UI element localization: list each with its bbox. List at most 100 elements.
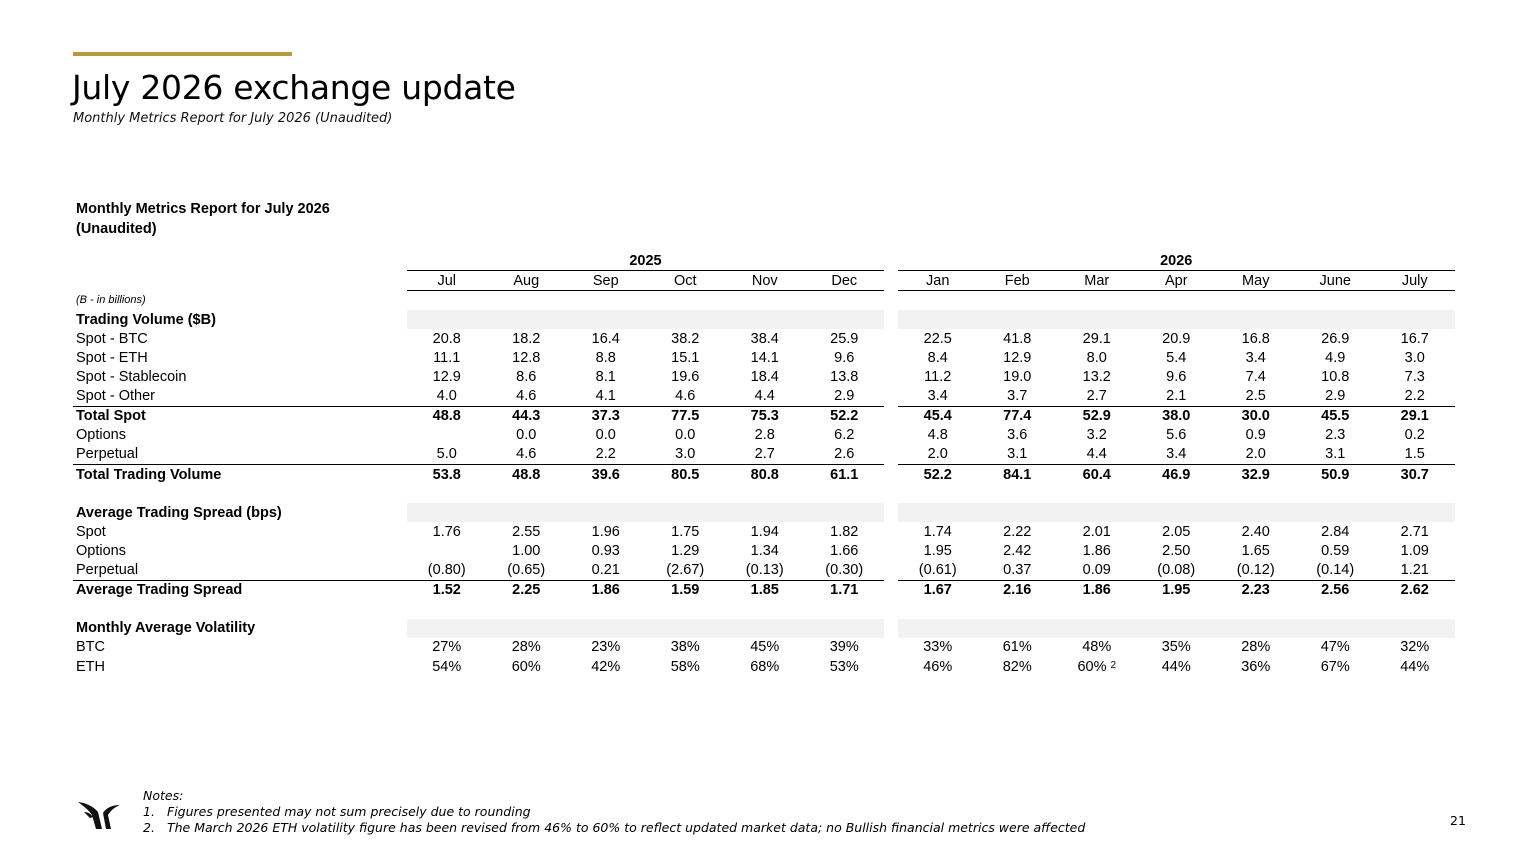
cell-value: 4.6 (516, 446, 537, 463)
row-label: Options (76, 542, 126, 559)
note-number: 1. (143, 804, 155, 819)
month-header: Aug (486, 270, 566, 292)
cell-value: 38.4 (750, 330, 779, 347)
cell-value: 1.52 (432, 582, 461, 599)
cell-value: 2.05 (1162, 523, 1191, 540)
cell-value: 2.7 (1086, 388, 1107, 405)
cell-value: 48.8 (432, 408, 461, 425)
cell-value: 0.21 (591, 562, 620, 579)
cell-value: 0.0 (516, 427, 537, 444)
table-row: BTC 27% 28% 23% 38% 45% 39% 33% 61% 48% 35% 28% 47% 3… (73, 638, 1455, 657)
page-number: 21 (1450, 813, 1466, 828)
cell-value: 60% (1077, 658, 1107, 675)
cell-value: 2.40 (1241, 523, 1270, 540)
cell-value: (2.67) (666, 562, 705, 579)
cell-value: 2.0 (1245, 446, 1266, 463)
total-row: Total Spot 48.8 44.3 37.3 77.5 75.3 52.2 45.4 77… (73, 405, 1455, 426)
row-label: Spot - BTC (76, 330, 148, 347)
row-label: Total Trading Volume (73, 464, 407, 485)
total-row: Average Trading Spread 1.52 2.25 1.86 1.59 1.… (73, 579, 1455, 600)
cell-value: 1.76 (432, 523, 461, 540)
cell-value: 11.1 (433, 350, 461, 367)
cell-value: 61% (1002, 639, 1032, 656)
cell-value: 2.2 (1404, 388, 1425, 405)
month-header: Jan (898, 270, 978, 292)
cell-value: 18.2 (512, 330, 541, 347)
cell-value: 6.2 (834, 427, 855, 444)
cell-value: 2.84 (1321, 523, 1350, 540)
cell-value: 3.6 (1007, 427, 1028, 444)
cell-value: 45.4 (923, 408, 952, 425)
cell-value: 29.1 (1400, 408, 1429, 425)
year-header-2025: 2025 (407, 251, 884, 272)
row-label: Total Spot (73, 405, 407, 426)
cell-value: (0.13) (745, 562, 784, 579)
year-header-2026: 2026 (898, 251, 1455, 272)
cell-value: 11.2 (924, 369, 952, 386)
cell-value: 1.09 (1400, 542, 1429, 559)
cell-value: 39% (829, 639, 859, 656)
cell-value: 2.23 (1241, 582, 1270, 599)
section-title: Trading Volume ($B) (76, 311, 216, 328)
cell-value: 0.0 (675, 427, 696, 444)
cell-value: 3.4 (1245, 350, 1266, 367)
cell-value: 52.9 (1082, 408, 1111, 425)
cell-value: (0.80) (427, 562, 466, 579)
cell-value: 38% (670, 639, 700, 656)
cell-value: 2.9 (834, 388, 855, 405)
title-accent-bar (73, 52, 292, 56)
cell-value: 53.8 (432, 466, 461, 483)
cell-value: 1.65 (1241, 542, 1270, 559)
cell-value: 5.4 (1166, 350, 1187, 367)
cell-value: 44% (1400, 658, 1430, 675)
cell-value: 80.5 (671, 466, 700, 483)
month-header: Nov (725, 270, 805, 292)
cell-value: 7.3 (1404, 369, 1425, 386)
cell-value: 7.4 (1245, 369, 1266, 386)
cell-value: 26.9 (1321, 330, 1350, 347)
cell-value: 1.5 (1404, 446, 1425, 463)
cell-value: 44% (1161, 658, 1191, 675)
cell-value: 19.0 (1003, 369, 1032, 386)
cell-value: 1.86 (591, 582, 620, 599)
cell-value: 44.3 (512, 408, 541, 425)
cell-value: 4.9 (1325, 350, 1346, 367)
cell-value: 1.95 (1162, 582, 1191, 599)
section-title: Average Trading Spread (bps) (76, 504, 282, 521)
table-row: Spot - Stablecoin 12.9 8.6 8.1 19.6 18.4 13.8 1… (73, 368, 1455, 387)
cell-value: 1.82 (830, 523, 859, 540)
cell-value: 16.8 (1241, 330, 1270, 347)
cell-value: 3.1 (1325, 446, 1346, 463)
cell-value: 12.9 (432, 369, 461, 386)
cell-value: 2.5 (1245, 388, 1266, 405)
cell-value: 39.6 (591, 466, 620, 483)
cell-value: 77.4 (1003, 408, 1032, 425)
row-label: Spot - Stablecoin (76, 369, 187, 386)
cell-value: 4.0 (436, 388, 457, 405)
cell-value: 2.62 (1400, 582, 1429, 599)
bull-horns-logo-icon (78, 802, 120, 829)
report-title: Monthly Metrics Report for July 2026 (Un… (76, 199, 376, 239)
cell-value: 12.8 (512, 350, 541, 367)
cell-value: 8.4 (927, 350, 948, 367)
cell-value: 1.29 (671, 542, 700, 559)
cell-value: 2.56 (1321, 582, 1350, 599)
cell-value: 68% (750, 658, 780, 675)
cell-value: 37.3 (591, 408, 620, 425)
year-header-row: 2025 2026 (73, 251, 1455, 272)
cell-value: 23% (591, 639, 621, 656)
note-text: Figures presented may not sum precisely … (167, 804, 531, 819)
note-number: 2. (143, 820, 155, 835)
cell-value: 0.9 (1245, 427, 1266, 444)
cell-value: 1.74 (923, 523, 952, 540)
note-item: 1. Figures presented may not sum precise… (143, 804, 1085, 820)
cell-value: 1.95 (923, 542, 952, 559)
cell-value: (0.08) (1157, 562, 1196, 579)
cell-value: (0.12) (1236, 562, 1275, 579)
report-title-line1: Monthly Metrics Report for July 2026 (76, 201, 330, 217)
month-header: July (1375, 270, 1455, 292)
table-row: Spot - ETH 11.1 12.8 8.8 15.1 14.1 9.6 8.4 12.9 8… (73, 348, 1455, 367)
cell-value: 38.0 (1162, 408, 1191, 425)
cell-value: 5.0 (436, 446, 457, 463)
cell-value: 75.3 (750, 408, 779, 425)
